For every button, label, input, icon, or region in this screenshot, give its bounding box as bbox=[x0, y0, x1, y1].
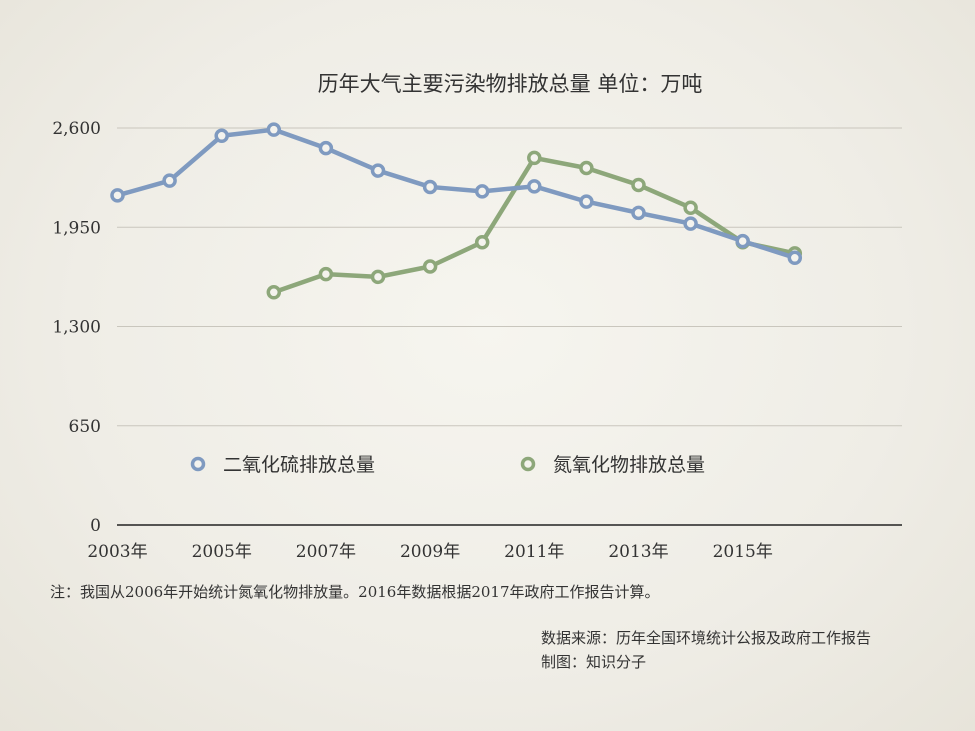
data-point bbox=[527, 179, 542, 194]
data-point bbox=[579, 160, 594, 176]
x-tick-label: 2015年 bbox=[713, 542, 773, 562]
x-tick-label: 2005年 bbox=[192, 542, 252, 562]
data-point bbox=[474, 184, 490, 199]
legend-marker-nox bbox=[520, 456, 536, 472]
series-line bbox=[271, 155, 798, 295]
data-point bbox=[787, 250, 803, 266]
y-tick-label: 0 bbox=[90, 516, 101, 536]
y-tick-label: 1,950 bbox=[52, 218, 101, 238]
y-tick-label: 1,300 bbox=[52, 318, 101, 338]
data-point bbox=[370, 269, 386, 285]
x-axis-ticks: 2003年 2005年 2007年 2009年 2011年 2013年 2015年 bbox=[87, 542, 772, 562]
series-nox bbox=[266, 150, 803, 300]
legend-item-so2: 二氧化硫排放总量 bbox=[190, 454, 375, 476]
data-point bbox=[266, 122, 282, 137]
data-source: 数据来源：历年全国环境统计公报及政府工作报告 bbox=[541, 629, 872, 647]
series-so2 bbox=[110, 122, 803, 266]
data-point bbox=[266, 285, 282, 300]
grid-lines bbox=[117, 127, 902, 427]
x-tick-label: 2011年 bbox=[504, 542, 564, 562]
data-point bbox=[162, 173, 177, 188]
legend: 二氧化硫排放总量 氮氧化物排放总量 bbox=[190, 454, 705, 476]
data-point bbox=[318, 140, 334, 156]
x-tick-label: 2007年 bbox=[296, 542, 356, 562]
data-point bbox=[527, 150, 542, 166]
legend-label-nox: 氮氧化物排放总量 bbox=[553, 454, 705, 476]
data-point bbox=[214, 128, 229, 144]
data-point bbox=[370, 163, 386, 178]
data-point bbox=[631, 205, 646, 221]
data-point bbox=[474, 234, 490, 250]
data-point bbox=[683, 200, 698, 215]
data-point bbox=[110, 188, 125, 203]
x-tick-label: 2013年 bbox=[608, 542, 668, 562]
y-tick-label: 650 bbox=[69, 417, 101, 437]
footnote: 注：我国从2006年开始统计氮氧化物排放量。2016年数据根据2017年政府工作… bbox=[50, 583, 660, 601]
data-point bbox=[422, 179, 438, 195]
data-point bbox=[318, 266, 334, 282]
legend-marker-so2 bbox=[190, 456, 206, 472]
y-axis-ticks: 0 650 1,300 1,950 2,600 bbox=[52, 119, 101, 536]
legend-label-so2: 二氧化硫排放总量 bbox=[223, 454, 375, 476]
data-point bbox=[422, 259, 438, 274]
y-tick-label: 2,600 bbox=[52, 119, 101, 139]
series-line bbox=[115, 127, 798, 261]
x-tick-label: 2003年 bbox=[87, 542, 147, 562]
chart-maker: 制图：知识分子 bbox=[541, 653, 647, 671]
data-point bbox=[579, 194, 594, 209]
data-point bbox=[631, 177, 646, 193]
chart-title: 历年大气主要污染物排放总量 单位：万吨 bbox=[318, 72, 703, 96]
data-point bbox=[735, 233, 750, 249]
data-point bbox=[683, 216, 698, 231]
source-block: 数据来源：历年全国环境统计公报及政府工作报告 制图：知识分子 bbox=[541, 626, 871, 674]
x-tick-label: 2009年 bbox=[400, 542, 460, 562]
legend-item-nox: 氮氧化物排放总量 bbox=[520, 454, 705, 476]
series-lines bbox=[110, 122, 803, 300]
